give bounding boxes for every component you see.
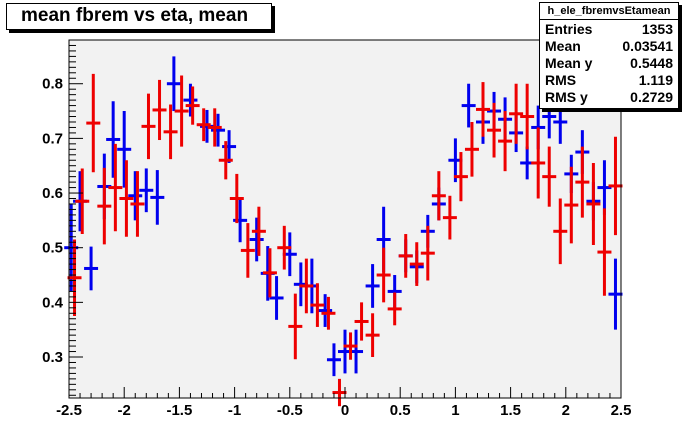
stats-label: Mean y	[545, 55, 593, 71]
y-axis-tick-label: 0.8	[42, 76, 63, 93]
x-axis-tick-label: -0.5	[277, 402, 303, 419]
x-axis-tick-label: -1	[228, 402, 241, 419]
stats-row-mean: Mean 0.03541	[540, 37, 678, 54]
y-axis-tick-label: 0.7	[42, 130, 63, 147]
x-axis-tick-label: 2	[562, 402, 570, 419]
stats-box: h_ele_fbremvsEtamean Entries 1353 Mean 0…	[539, 2, 679, 109]
x-axis-tick-label: 2.5	[611, 402, 632, 419]
chart-title: mean fbrem vs eta, mean	[21, 5, 249, 26]
x-axis-tick-label: -1.5	[166, 402, 192, 419]
stats-row-rms: RMS 1.119	[540, 71, 678, 88]
stats-histogram-name: h_ele_fbremvsEtamean	[540, 3, 678, 20]
y-axis-tick-label: 0.5	[42, 240, 63, 257]
chart-title-box: mean fbrem vs eta, mean	[6, 3, 272, 30]
x-axis-tick-label: 0.5	[390, 402, 411, 419]
x-axis-tick-label: -2	[118, 402, 131, 419]
stats-label: RMS y	[545, 89, 588, 105]
y-axis-tick-label: 0.4	[42, 294, 64, 311]
x-axis-tick-label: 1	[451, 402, 459, 419]
stats-row-mean-y: Mean y 0.5448	[540, 54, 678, 71]
y-axis-tick-label: 0.6	[42, 185, 63, 202]
stats-value: 1353	[641, 21, 673, 37]
stats-label: Entries	[545, 21, 593, 37]
stats-value: 0.5448	[630, 55, 673, 71]
x-axis-tick-label: -2.5	[56, 402, 82, 419]
stats-value: 0.03541	[622, 38, 673, 54]
y-axis-tick-label: 0.3	[42, 349, 63, 366]
x-axis-tick-label: 0	[341, 402, 349, 419]
stats-row-entries: Entries 1353	[540, 20, 678, 37]
stats-value: 0.2729	[630, 89, 673, 105]
stats-label: Mean	[545, 38, 581, 54]
x-axis-tick-label: 1.5	[500, 402, 521, 419]
stats-value: 1.119	[638, 72, 673, 88]
stats-row-rms-y: RMS y 0.2729	[540, 88, 678, 105]
stats-label: RMS	[545, 72, 577, 88]
